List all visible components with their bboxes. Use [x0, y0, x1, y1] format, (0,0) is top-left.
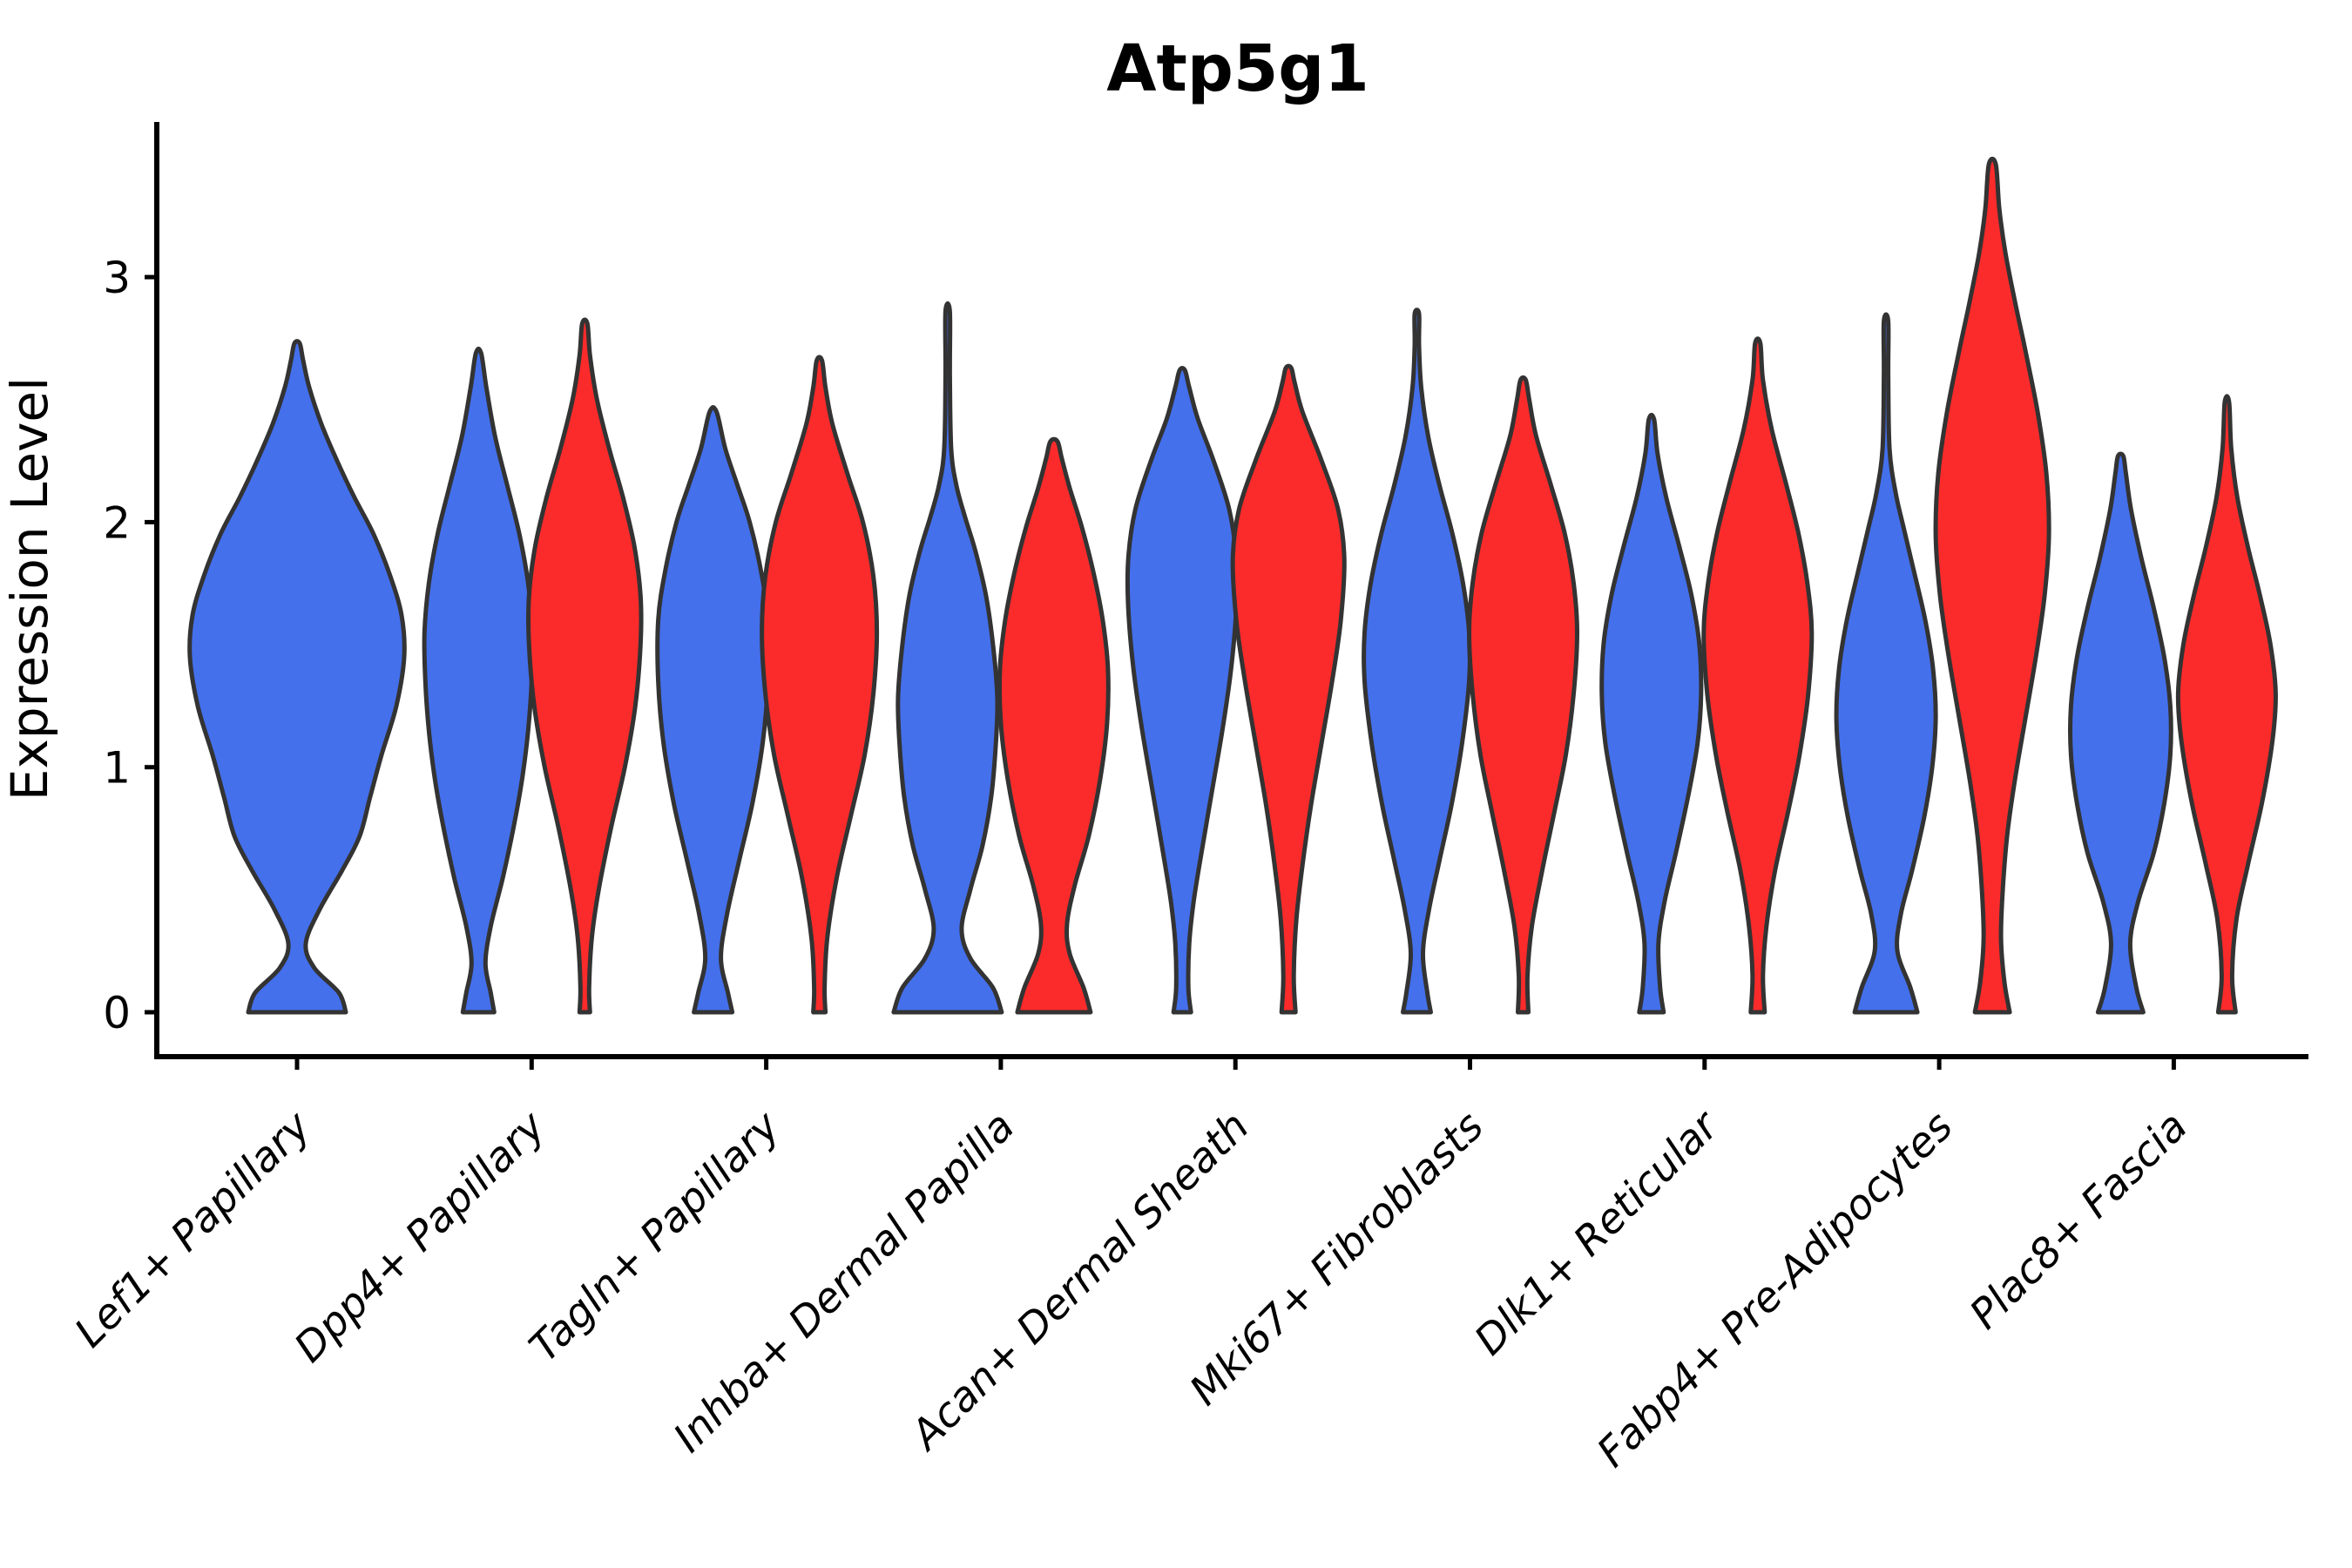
y-tick-label-0: 0 [103, 988, 131, 1038]
y-axis-label: Expression Level [0, 377, 59, 801]
y-tick-label-3: 3 [103, 253, 131, 303]
x-tick-label-1: Dpp4+ Papillary [286, 1102, 556, 1372]
violin-red-5 [1467, 375, 1579, 1015]
violins-layer [187, 156, 2278, 1015]
violin-blue-3 [891, 301, 1004, 1015]
violin-blue-0 [187, 339, 407, 1015]
violin-red-2 [760, 355, 880, 1015]
violin-blue-6 [1599, 412, 1704, 1015]
violin-red-8 [2175, 394, 2278, 1015]
violin-blue-2 [655, 405, 771, 1015]
violin-blue-1 [422, 346, 536, 1015]
violin-red-4 [1230, 363, 1347, 1015]
violin-red-1 [525, 317, 644, 1015]
chart-title: Atp5g1 [1106, 31, 1369, 106]
y-tick-label-2: 2 [103, 497, 131, 548]
x-tick-label-8: Plac8+ Fascia [1961, 1103, 2197, 1339]
violin-blue-5 [1362, 308, 1472, 1015]
violin-blue-4 [1125, 366, 1240, 1015]
violin-red-3 [997, 436, 1111, 1015]
x-tick-label-2: Tagln+ Papillary [520, 1102, 790, 1372]
violin-blue-8 [2068, 451, 2173, 1015]
violin-blue-7 [1834, 312, 1938, 1015]
violin-red-7 [1933, 156, 2051, 1015]
x-tick-label-6: Dlk1+ Reticular [1465, 1101, 1729, 1365]
y-ticks: 0 1 2 3 [103, 253, 157, 1038]
violin-red-6 [1701, 336, 1815, 1015]
x-tick-label-0: Lef1+ Papillary [65, 1102, 321, 1357]
y-tick-label-1: 1 [103, 743, 131, 794]
